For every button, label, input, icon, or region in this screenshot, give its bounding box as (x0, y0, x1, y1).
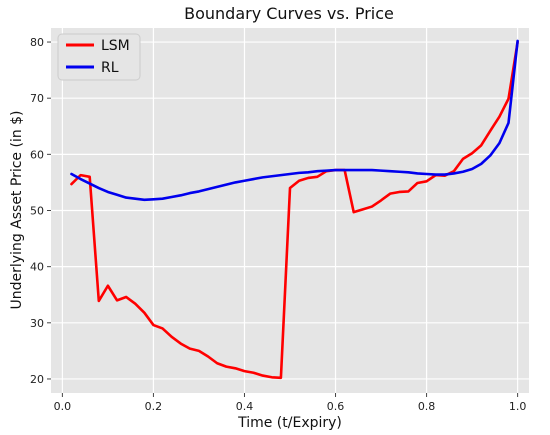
y-tick-label: 40 (30, 261, 44, 274)
y-tick-label: 80 (30, 36, 44, 49)
legend: LSM RL (57, 33, 141, 81)
y-tick-label: 70 (30, 92, 44, 105)
axis-ticks: 0.0 0.2 0.4 0.6 0.8 1.0 20 30 40 50 60 70 80 (30, 36, 526, 413)
y-tick-label: 60 (30, 148, 44, 161)
x-tick-label: 0.2 (145, 400, 163, 413)
y-tick-label: 50 (30, 205, 44, 218)
series-layer (70, 39, 519, 380)
x-tick-label: 1.0 (509, 400, 527, 413)
y-tick-label: 30 (30, 317, 44, 330)
legend-label-lsm: LSM (101, 38, 130, 54)
y-tick-label: 20 (30, 373, 44, 386)
x-tick-label: 0.8 (418, 400, 436, 413)
chart-title: Boundary Curves vs. Price (184, 4, 394, 23)
x-tick-label: 0.0 (54, 400, 72, 413)
series-line-rl (70, 39, 519, 202)
x-tick-label: 0.6 (327, 400, 345, 413)
x-axis-label: Time (t/Expiry) (237, 415, 342, 431)
legend-label-rl: RL (101, 60, 119, 76)
y-axis-label: Underlying Asset Price (in $) (9, 110, 25, 309)
x-tick-label: 0.4 (236, 400, 254, 413)
